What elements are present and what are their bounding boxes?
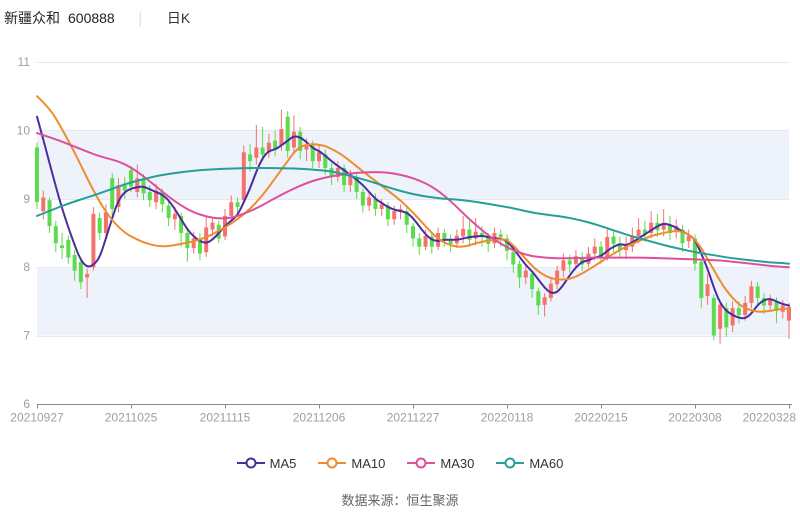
svg-text:6: 6 [23, 397, 30, 411]
svg-text:20210927: 20210927 [10, 411, 64, 425]
chart-header: 新疆众和 600888 │ 日K [4, 8, 190, 28]
band-shading [37, 130, 789, 336]
y-axis-labels: 6 7 8 9 10 11 [17, 55, 31, 411]
candles [35, 109, 791, 344]
ma-line-ma5 [36, 115, 790, 320]
svg-text:20211206: 20211206 [293, 411, 346, 425]
x-axis: 20210927 20211025 20211115 20211206 20211227… [10, 404, 797, 425]
legend-item-ma5[interactable]: MA5 [236, 455, 297, 471]
stock-code: 600888 [68, 10, 115, 26]
legend-item-ma60[interactable]: MA60 [496, 456, 563, 471]
svg-text:20211115: 20211115 [200, 411, 251, 425]
svg-text:10: 10 [17, 123, 31, 137]
legend-label-ma10: MA10 [351, 455, 386, 471]
legend-marker-ma60 [496, 457, 525, 469]
candlestick-chart-plot[interactable]: 6 7 8 9 10 11 20210927 20211025 20211115 20211206… [0, 0, 800, 440]
legend-label-ma60: MA60 [529, 455, 564, 471]
svg-text:20220308: 20220308 [668, 411, 722, 425]
svg-text:7: 7 [23, 329, 30, 343]
period-tab-daily-k[interactable]: 日K [166, 10, 191, 26]
legend-item-ma30[interactable]: MA30 [407, 456, 474, 471]
header-divider: │ [136, 10, 145, 26]
chart-legend: MA5 MA10 MA30 MA60 [0, 453, 800, 473]
legend-label-ma5: MA5 [269, 455, 297, 471]
legend-label-ma30: MA30 [440, 455, 475, 471]
data-source-note: 数据来源：恒生聚源 [341, 493, 459, 508]
stock-name: 新疆众和 [4, 10, 60, 26]
legend-marker-ma5 [236, 457, 265, 469]
svg-text:20220328: 20220328 [743, 411, 797, 425]
svg-text:20220118: 20220118 [481, 411, 534, 425]
legend-marker-ma10 [318, 457, 347, 469]
svg-text:8: 8 [23, 260, 30, 274]
svg-text:20220215: 20220215 [574, 411, 628, 425]
svg-text:9: 9 [23, 192, 30, 206]
svg-text:11: 11 [18, 55, 31, 69]
legend-marker-ma30 [407, 457, 436, 469]
legend-item-ma10[interactable]: MA10 [318, 456, 385, 471]
svg-text:20211025: 20211025 [105, 411, 158, 425]
ma-line-ma60 [36, 167, 790, 265]
svg-text:20211227: 20211227 [387, 411, 440, 425]
ma-line-ma30 [36, 132, 790, 269]
ma-line-ma10 [36, 95, 790, 313]
